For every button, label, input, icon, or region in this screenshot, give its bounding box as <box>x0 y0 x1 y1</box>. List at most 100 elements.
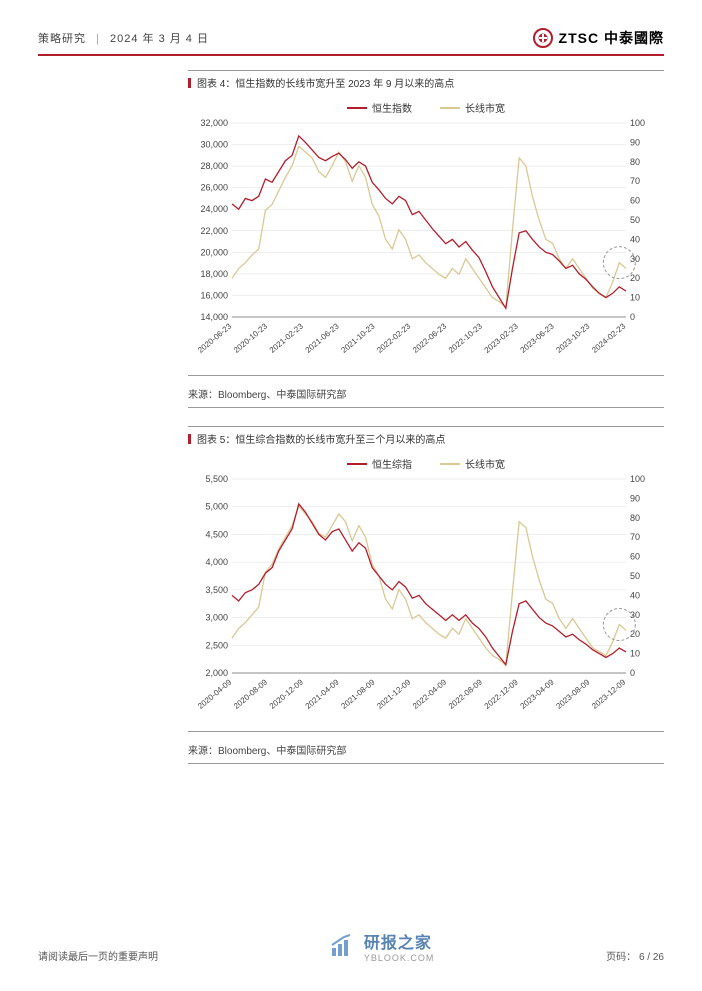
legend-item: 恒生指数 <box>347 100 412 115</box>
watermark-url: YBLOOK.COM <box>364 953 435 963</box>
legend-label: 恒生指数 <box>372 100 412 115</box>
figure-5-title-row: 图表 5：恒生综合指数的长线市宽升至三个月以来的高点 <box>188 426 664 454</box>
legend-swatch-main <box>347 107 367 109</box>
svg-text:60: 60 <box>630 196 640 206</box>
svg-text:2020-06-23: 2020-06-23 <box>196 321 234 355</box>
svg-text:2022-12-09: 2022-12-09 <box>483 677 521 711</box>
svg-text:20: 20 <box>630 273 640 283</box>
svg-text:3,000: 3,000 <box>205 613 228 623</box>
svg-text:90: 90 <box>630 493 640 503</box>
svg-text:40: 40 <box>630 234 640 244</box>
svg-text:80: 80 <box>630 157 640 167</box>
figure-5-source: 来源：Bloomberg、中泰国际研究部 <box>188 731 664 764</box>
content-area: 图表 4：恒生指数的长线市宽升至 2023 年 9 月以来的高点 恒生指数 长线… <box>38 70 664 764</box>
svg-text:2020-10-23: 2020-10-23 <box>232 321 270 355</box>
svg-text:2022-06-23: 2022-06-23 <box>411 321 449 355</box>
svg-text:2,000: 2,000 <box>205 668 228 678</box>
svg-text:3,500: 3,500 <box>205 585 228 595</box>
legend-item: 长线市宽 <box>440 456 505 471</box>
svg-text:50: 50 <box>630 571 640 581</box>
svg-text:2021-02-23: 2021-02-23 <box>268 321 306 355</box>
legend-swatch-alt <box>440 107 460 109</box>
svg-text:2020-04-09: 2020-04-09 <box>196 677 234 711</box>
svg-text:26,000: 26,000 <box>200 183 228 193</box>
svg-text:22,000: 22,000 <box>200 226 228 236</box>
watermark-text-block: 研报之家 YBLOOK.COM <box>364 929 435 963</box>
svg-text:10: 10 <box>630 293 640 303</box>
page-header: 策略研究 | 2024 年 3 月 4 日 ZTSC 中泰國際 <box>38 28 664 54</box>
svg-text:2021-04-09: 2021-04-09 <box>304 677 342 711</box>
watermark-name: 研报之家 <box>364 929 435 953</box>
doc-category: 策略研究 <box>38 33 86 45</box>
svg-text:100: 100 <box>630 475 645 484</box>
figure-4: 图表 4：恒生指数的长线市宽升至 2023 年 9 月以来的高点 恒生指数 长线… <box>188 70 664 408</box>
svg-text:0: 0 <box>630 312 635 322</box>
svg-text:2023-10-23: 2023-10-23 <box>554 321 592 355</box>
svg-text:4,500: 4,500 <box>205 529 228 539</box>
legend-label: 恒生综指 <box>372 456 412 471</box>
svg-text:20,000: 20,000 <box>200 247 228 257</box>
svg-text:2022-10-23: 2022-10-23 <box>447 321 485 355</box>
legend-item: 恒生综指 <box>347 456 412 471</box>
svg-text:5,000: 5,000 <box>205 502 228 512</box>
figure-5-chart: 2,0002,5003,0003,5004,0004,5005,0005,500… <box>188 475 658 725</box>
svg-text:2020-12-09: 2020-12-09 <box>268 677 306 711</box>
header-left: 策略研究 | 2024 年 3 月 4 日 <box>38 30 209 46</box>
legend-swatch-alt <box>440 463 460 465</box>
svg-text:80: 80 <box>630 513 640 523</box>
figure-4-title: 图表 4：恒生指数的长线市宽升至 2023 年 9 月以来的高点 <box>197 75 454 90</box>
header-separator: | <box>96 33 100 45</box>
figure-5-legend: 恒生综指 长线市宽 <box>188 454 664 475</box>
svg-text:2023-08-09: 2023-08-09 <box>554 677 592 711</box>
page-label: 页码： <box>606 952 636 963</box>
chart-svg: 14,000 16,000 18,000 20,000 22,000 24,000 26,0… <box>188 119 658 369</box>
svg-text:2023-04-09: 2023-04-09 <box>519 677 557 711</box>
title-accent-bar <box>188 434 191 444</box>
chart-svg: 2,0002,5003,0003,5004,0004,5005,0005,500… <box>188 475 658 725</box>
doc-date: 2024 年 3 月 4 日 <box>110 33 209 45</box>
svg-text:50: 50 <box>630 215 640 225</box>
svg-text:2020-08-09: 2020-08-09 <box>232 677 270 711</box>
figure-4-title-row: 图表 4：恒生指数的长线市宽升至 2023 年 9 月以来的高点 <box>188 70 664 98</box>
figure-4-source: 来源：Bloomberg、中泰国际研究部 <box>188 375 664 408</box>
svg-text:14,000: 14,000 <box>200 312 228 322</box>
page-total: 26 <box>653 952 664 963</box>
watermark: 研报之家 YBLOOK.COM <box>330 929 435 963</box>
svg-text:30,000: 30,000 <box>200 140 228 150</box>
svg-text:2022-04-09: 2022-04-09 <box>411 677 449 711</box>
footer-disclaimer: 请阅读最后一页的重要声明 <box>38 948 158 963</box>
svg-text:2023-02-23: 2023-02-23 <box>483 321 521 355</box>
svg-text:0: 0 <box>630 668 635 678</box>
svg-text:28,000: 28,000 <box>200 161 228 171</box>
svg-text:2023-06-23: 2023-06-23 <box>519 321 557 355</box>
svg-text:2021-08-09: 2021-08-09 <box>339 677 377 711</box>
figure-4-chart: 14,000 16,000 18,000 20,000 22,000 24,000 26,0… <box>188 119 658 369</box>
page-footer: 请阅读最后一页的重要声明 研报之家 YBLOOK.COM 页码： 6 / 26 <box>38 929 664 963</box>
watermark-icon <box>330 933 356 959</box>
page-number: 页码： 6 / 26 <box>606 948 664 963</box>
svg-text:2021-10-23: 2021-10-23 <box>339 321 377 355</box>
svg-text:2021-12-09: 2021-12-09 <box>375 677 413 711</box>
figure-5: 图表 5：恒生综合指数的长线市宽升至三个月以来的高点 恒生综指 长线市宽 2,0… <box>188 426 664 764</box>
figure-4-legend: 恒生指数 长线市宽 <box>188 98 664 119</box>
svg-text:70: 70 <box>630 532 640 542</box>
svg-text:2023-12-09: 2023-12-09 <box>590 677 628 711</box>
page-current: 6 <box>639 952 645 963</box>
svg-text:70: 70 <box>630 176 640 186</box>
legend-item: 长线市宽 <box>440 100 505 115</box>
svg-text:24,000: 24,000 <box>200 204 228 214</box>
legend-label: 长线市宽 <box>465 100 505 115</box>
svg-text:90: 90 <box>630 137 640 147</box>
brand-logo: ZTSC 中泰國際 <box>533 28 664 48</box>
title-accent-bar <box>188 78 191 88</box>
svg-text:30: 30 <box>630 610 640 620</box>
svg-text:5,500: 5,500 <box>205 475 228 484</box>
svg-text:2021-06-23: 2021-06-23 <box>304 321 342 355</box>
svg-text:18,000: 18,000 <box>200 269 228 279</box>
svg-text:32,000: 32,000 <box>200 119 228 128</box>
svg-text:2024-02-23: 2024-02-23 <box>590 321 628 355</box>
svg-text:16,000: 16,000 <box>200 290 228 300</box>
svg-text:60: 60 <box>630 552 640 562</box>
figure-5-title: 图表 5：恒生综合指数的长线市宽升至三个月以来的高点 <box>197 431 445 446</box>
legend-label: 长线市宽 <box>465 456 505 471</box>
